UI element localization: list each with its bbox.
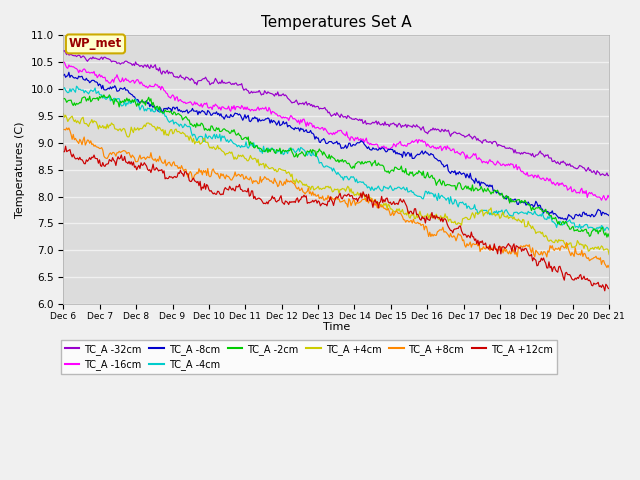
TC_A +12cm	[605, 286, 613, 292]
TC_A -2cm	[603, 234, 611, 240]
Line: TC_A +4cm: TC_A +4cm	[63, 114, 609, 254]
TC_A -4cm	[323, 163, 331, 169]
TC_A -8cm	[563, 217, 570, 223]
TC_A +8cm	[356, 199, 364, 205]
TC_A -32cm	[508, 146, 516, 152]
TC_A -4cm	[385, 184, 393, 190]
TC_A -2cm	[508, 199, 516, 205]
TC_A -4cm	[508, 213, 516, 219]
Y-axis label: Temperatures (C): Temperatures (C)	[15, 121, 25, 218]
TC_A -32cm	[323, 107, 331, 113]
Title: Temperatures Set A: Temperatures Set A	[261, 15, 412, 30]
TC_A -2cm	[385, 170, 393, 176]
TC_A -16cm	[322, 127, 330, 132]
TC_A -8cm	[320, 136, 328, 142]
TC_A +8cm	[603, 264, 611, 270]
Legend: TC_A -32cm, TC_A -16cm, TC_A -8cm, TC_A -4cm, TC_A -2cm, TC_A +4cm, TC_A +8cm, T: TC_A -32cm, TC_A -16cm, TC_A -8cm, TC_A …	[61, 340, 557, 374]
TC_A -16cm	[592, 193, 600, 199]
TC_A +12cm	[61, 144, 69, 149]
TC_A -2cm	[593, 227, 601, 233]
TC_A -8cm	[356, 140, 364, 145]
TC_A -2cm	[60, 96, 67, 102]
TC_A -2cm	[323, 155, 331, 160]
TC_A +8cm	[385, 208, 393, 214]
TC_A -2cm	[106, 92, 113, 98]
TC_A +4cm	[319, 186, 326, 192]
TC_A +8cm	[605, 264, 613, 270]
TC_A -16cm	[60, 59, 67, 65]
Line: TC_A -16cm: TC_A -16cm	[63, 62, 609, 200]
TC_A -16cm	[598, 197, 605, 203]
TC_A -4cm	[60, 85, 67, 91]
TC_A +4cm	[507, 214, 515, 220]
TC_A -16cm	[319, 125, 326, 131]
TC_A +8cm	[60, 127, 67, 132]
TC_A -8cm	[323, 141, 331, 146]
TC_A -8cm	[605, 213, 613, 219]
TC_A -32cm	[385, 123, 393, 129]
TC_A -4cm	[593, 225, 601, 230]
TC_A -32cm	[320, 106, 328, 111]
TC_A +4cm	[605, 252, 613, 257]
TC_A -8cm	[60, 72, 67, 78]
TC_A -16cm	[605, 195, 613, 201]
TC_A +8cm	[508, 250, 516, 255]
TC_A +4cm	[385, 202, 392, 207]
TC_A -32cm	[61, 48, 68, 54]
TC_A +12cm	[385, 200, 393, 206]
TC_A -8cm	[508, 197, 516, 203]
TC_A +8cm	[320, 197, 328, 203]
Line: TC_A -8cm: TC_A -8cm	[63, 72, 609, 220]
TC_A +12cm	[320, 201, 328, 206]
TC_A -2cm	[320, 149, 328, 155]
Line: TC_A -2cm: TC_A -2cm	[63, 95, 609, 237]
TC_A -4cm	[320, 164, 328, 170]
Line: TC_A -32cm: TC_A -32cm	[63, 51, 609, 176]
X-axis label: Time: Time	[323, 322, 350, 332]
TC_A +4cm	[322, 183, 330, 189]
TC_A -32cm	[604, 173, 612, 179]
Line: TC_A +12cm: TC_A +12cm	[63, 146, 609, 291]
Text: WP_met: WP_met	[69, 37, 122, 50]
Line: TC_A +8cm: TC_A +8cm	[63, 128, 609, 267]
TC_A +12cm	[593, 280, 601, 286]
TC_A -8cm	[385, 147, 393, 153]
TC_A -32cm	[605, 172, 613, 178]
TC_A +4cm	[60, 111, 67, 117]
TC_A -32cm	[60, 48, 67, 54]
TC_A +8cm	[323, 197, 331, 203]
TC_A -4cm	[73, 84, 81, 89]
TC_A -2cm	[605, 234, 613, 240]
TC_A -4cm	[356, 179, 364, 185]
TC_A +12cm	[323, 203, 331, 209]
TC_A -8cm	[65, 70, 73, 75]
TC_A -16cm	[507, 161, 515, 167]
TC_A -4cm	[605, 227, 613, 233]
TC_A -16cm	[385, 146, 392, 152]
TC_A +4cm	[355, 192, 362, 198]
TC_A -4cm	[601, 228, 609, 234]
Line: TC_A -4cm: TC_A -4cm	[63, 86, 609, 231]
TC_A -32cm	[356, 116, 364, 122]
TC_A -32cm	[593, 168, 601, 174]
TC_A +12cm	[60, 149, 67, 155]
TC_A +8cm	[593, 256, 601, 262]
TC_A -16cm	[355, 137, 362, 143]
TC_A -8cm	[595, 206, 602, 212]
TC_A -2cm	[356, 159, 364, 165]
TC_A +12cm	[601, 288, 609, 294]
TC_A +12cm	[508, 249, 516, 254]
TC_A +4cm	[592, 244, 600, 250]
TC_A +12cm	[356, 195, 364, 201]
TC_A +8cm	[63, 125, 70, 131]
